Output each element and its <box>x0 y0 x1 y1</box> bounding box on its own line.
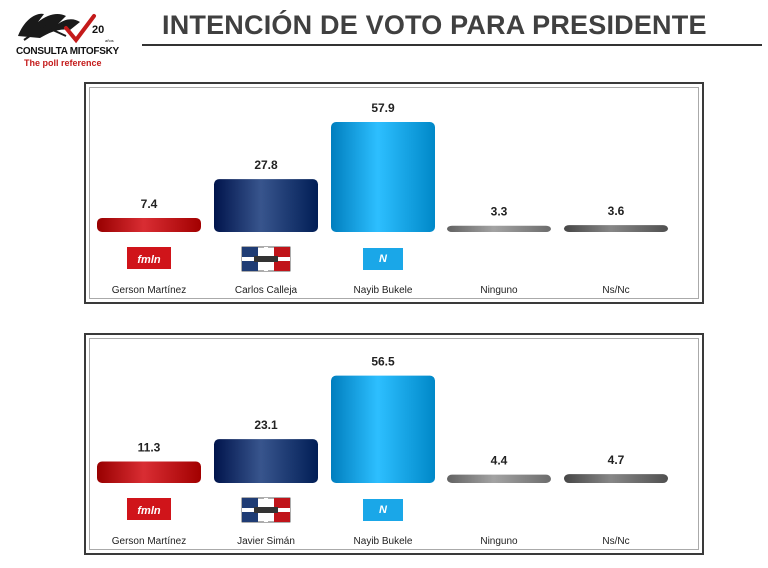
consulta-mitofsky-logo: 20 años CONSULTA MITOFSKY The poll refer… <box>14 6 124 68</box>
arena-party-logo-icon <box>241 246 291 272</box>
category-label: Gerson Martínez <box>112 285 186 296</box>
bar-value-label: 4.7 <box>608 453 625 467</box>
bar-2 <box>214 439 318 483</box>
category-label: Ns/Nc <box>602 536 629 547</box>
bar-2 <box>214 179 318 232</box>
chart-panel-2: 11.3 fmln Gerson Martínez 23.1 Javier Simán 5… <box>84 333 704 555</box>
bar-value-label: 11.3 <box>138 441 161 455</box>
bar-value-label: 57.9 <box>371 101 395 115</box>
bar-5 <box>564 474 668 483</box>
bar-value-label: 56.5 <box>371 355 395 369</box>
bar-1 <box>97 461 201 483</box>
category-label: Nayib Bukele <box>354 285 413 296</box>
bar-4 <box>447 474 551 483</box>
bar-5 <box>564 225 668 232</box>
page-title: INTENCIÓN DE VOTO PARA PRESIDENTE <box>162 10 707 40</box>
category-label: Nayib Bukele <box>354 536 413 547</box>
logo-emblem-icon <box>18 13 96 44</box>
category-label: Gerson Martínez <box>112 536 186 547</box>
logo-tagline: The poll reference <box>24 58 102 68</box>
category-label: Ns/Nc <box>602 285 629 296</box>
bar-3 <box>331 121 435 232</box>
logo-badge-sub: años <box>105 38 114 43</box>
nuevas-ideas-party-logo-icon: N <box>363 499 403 521</box>
fmln-party-logo-icon: fmln <box>127 247 171 269</box>
bar-value-label: 4.4 <box>491 454 508 468</box>
arena-party-logo-icon <box>241 497 291 523</box>
category-label: Ninguno <box>480 536 518 547</box>
bar-4 <box>447 225 551 232</box>
fmln-party-logo-icon: fmln <box>127 498 171 520</box>
logo-brand: CONSULTA MITOFSKY <box>16 46 119 57</box>
svg-text:N: N <box>379 504 388 516</box>
bar-value-label: 3.3 <box>491 205 508 219</box>
category-label: Ninguno <box>480 285 518 296</box>
nuevas-ideas-party-logo-icon: N <box>363 248 403 270</box>
party-logo-text: fmln <box>137 505 161 517</box>
title-divider <box>142 44 762 46</box>
bar-1 <box>97 217 201 232</box>
logo-badge: 20 <box>92 24 105 36</box>
bar-value-label: 27.8 <box>254 158 278 172</box>
bar-value-label: 23.1 <box>254 418 278 432</box>
chart-panel-1: 7.4 fmln Gerson Martínez 27.8 Carlos Calleja… <box>84 82 704 304</box>
chart-panel-inner-border <box>89 87 699 299</box>
svg-text:N: N <box>379 253 388 265</box>
bar-value-label: 3.6 <box>608 204 625 218</box>
chart-panel-inner-border <box>89 338 699 550</box>
category-label: Carlos Calleja <box>235 285 298 296</box>
category-label: Javier Simán <box>237 536 295 547</box>
party-logo-text: fmln <box>137 254 161 266</box>
bar-3 <box>331 375 435 483</box>
bar-chart-1: 7.4 fmln Gerson Martínez 27.8 Carlos Calleja… <box>97 101 668 296</box>
bar-chart-2: 11.3 fmln Gerson Martínez 23.1 Javier Simán 5… <box>97 355 668 547</box>
bar-value-label: 7.4 <box>141 197 158 211</box>
